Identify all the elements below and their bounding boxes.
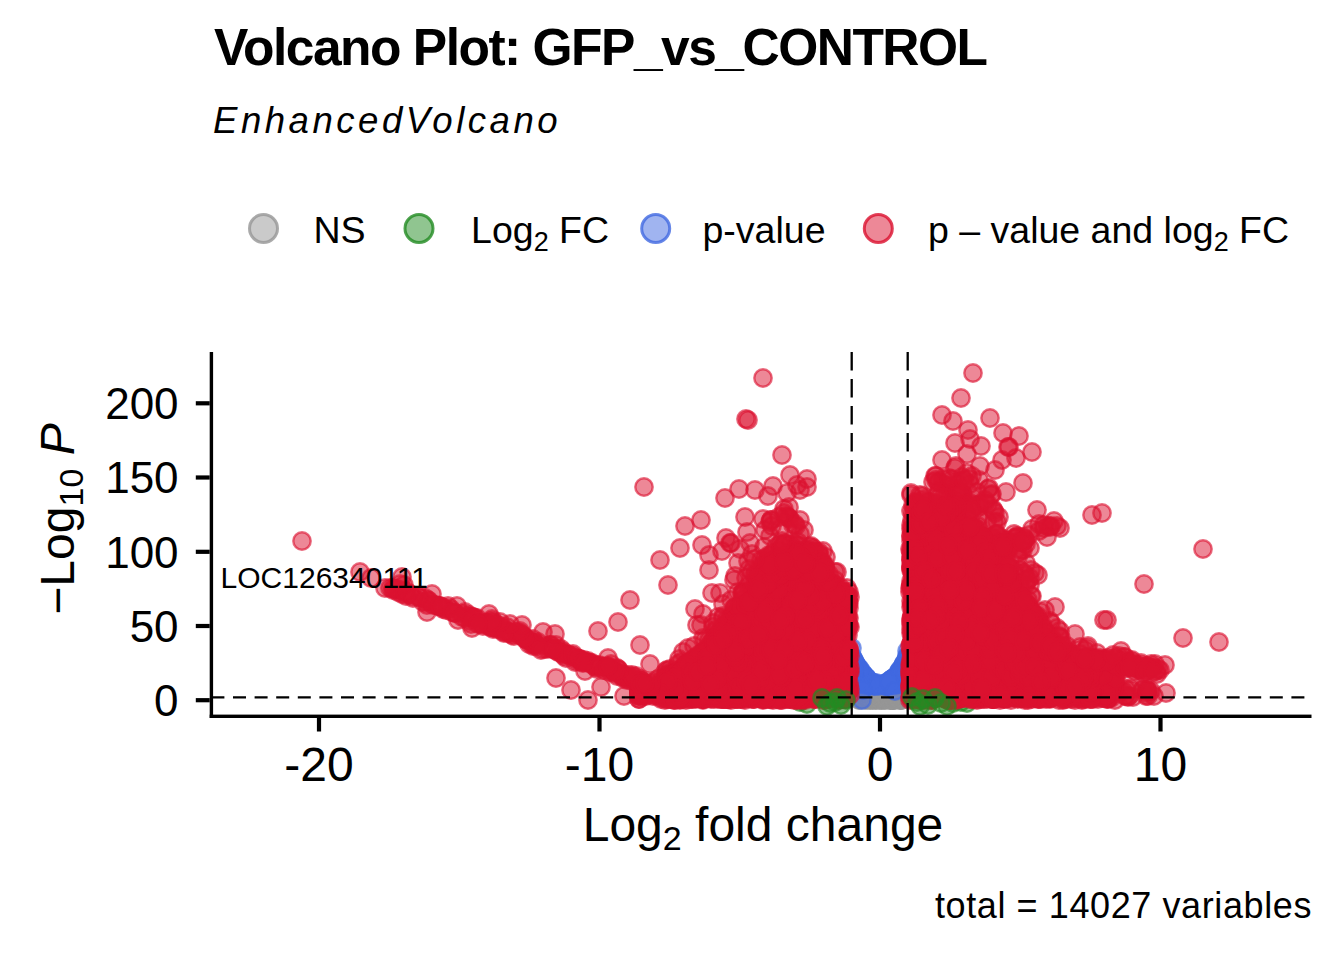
svg-text:p-value: p-value bbox=[703, 209, 826, 251]
svg-text:100: 100 bbox=[105, 528, 178, 577]
svg-text:-10: -10 bbox=[565, 738, 634, 791]
svg-text:10: 10 bbox=[1134, 738, 1187, 791]
svg-text:LOC126340111: LOC126340111 bbox=[221, 561, 428, 594]
svg-text:Log2 fold change: Log2 fold change bbox=[583, 798, 944, 857]
svg-text:p – value and log2 FC: p – value and log2 FC bbox=[928, 209, 1289, 257]
svg-text:NS: NS bbox=[313, 209, 365, 251]
svg-text:150: 150 bbox=[105, 453, 178, 502]
svg-text:Volcano Plot: GFP_vs_CONTROL: Volcano Plot: GFP_vs_CONTROL bbox=[214, 18, 987, 76]
svg-text:0: 0 bbox=[154, 676, 178, 725]
svg-text:total = 14027 variables: total = 14027 variables bbox=[935, 885, 1312, 926]
svg-text:−Log10 P: −Log10 P bbox=[31, 423, 90, 614]
svg-text:0: 0 bbox=[867, 738, 894, 791]
svg-text:50: 50 bbox=[130, 602, 179, 651]
svg-text:200: 200 bbox=[105, 379, 178, 428]
svg-text:EnhancedVolcano: EnhancedVolcano bbox=[213, 100, 561, 141]
svg-text:-20: -20 bbox=[284, 738, 353, 791]
